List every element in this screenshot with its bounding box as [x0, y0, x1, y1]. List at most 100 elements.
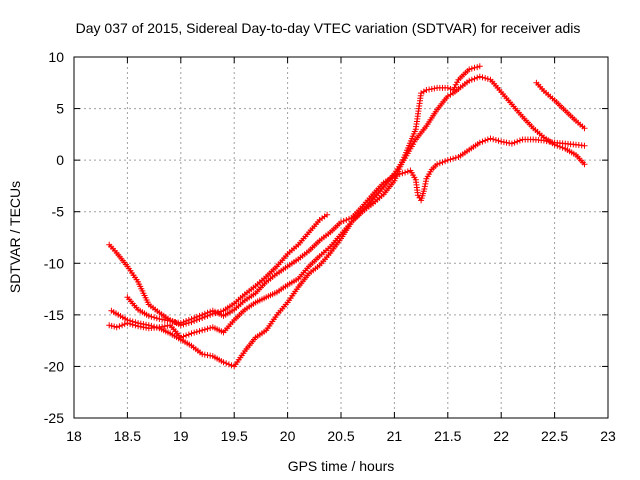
data-point	[188, 330, 195, 337]
data-point	[145, 312, 152, 319]
y-tick-label: -15	[44, 307, 64, 323]
data-point	[127, 317, 134, 324]
data-point	[471, 64, 478, 71]
data-point	[479, 138, 486, 145]
data-point	[188, 316, 195, 322]
data-point	[482, 137, 489, 144]
data-point	[476, 139, 483, 146]
data-point	[444, 84, 451, 91]
x-tick-label: 23	[600, 428, 616, 444]
data-point	[466, 66, 473, 73]
data-point	[199, 311, 206, 318]
data-point	[468, 76, 475, 83]
data-point	[474, 74, 481, 81]
data-point	[338, 219, 344, 225]
data-point	[228, 362, 235, 369]
data-point	[191, 315, 198, 321]
data-point	[450, 155, 457, 162]
x-tick-label: 19.5	[221, 428, 248, 444]
data-point	[404, 168, 411, 175]
y-tick-label: -20	[44, 358, 64, 374]
data-point	[447, 156, 454, 163]
y-tick-label: -10	[44, 255, 64, 271]
series-line	[108, 214, 328, 326]
data-point	[581, 161, 588, 168]
series-track-3	[106, 73, 588, 341]
series-track-5	[533, 79, 588, 132]
series-track-4	[108, 63, 483, 370]
data-point	[581, 142, 588, 149]
data-point	[436, 160, 443, 167]
data-point	[490, 136, 497, 143]
data-point	[551, 141, 558, 148]
series-group	[106, 63, 588, 370]
data-point	[402, 169, 409, 176]
data-point	[193, 328, 200, 335]
data-point	[399, 170, 406, 177]
axes: 18 18.5 19 19.5 20 20.5 21 21.5 22 22.5 23 -25 -20 -1…	[44, 49, 616, 444]
x-tick-label: 21.5	[434, 428, 461, 444]
data-point	[196, 312, 203, 319]
data-point	[476, 63, 483, 70]
data-point	[554, 142, 561, 149]
data-point	[223, 360, 230, 367]
data-point	[183, 318, 190, 324]
data-point	[479, 74, 486, 81]
data-point	[201, 326, 208, 333]
data-point	[324, 211, 331, 218]
data-point	[185, 331, 192, 338]
data-point	[191, 329, 198, 336]
data-point	[124, 317, 131, 323]
data-point	[132, 319, 139, 326]
data-point	[466, 77, 473, 84]
data-point	[201, 310, 208, 317]
data-point	[451, 84, 458, 91]
data-point	[474, 64, 481, 71]
x-tick-label: 19	[173, 428, 189, 444]
data-point	[199, 327, 206, 334]
data-point	[220, 359, 227, 366]
data-point	[471, 75, 478, 82]
data-point	[514, 138, 521, 145]
data-point	[452, 154, 459, 161]
x-tick-label: 18	[66, 428, 82, 444]
data-point	[468, 65, 475, 72]
y-tick-label: 0	[56, 152, 64, 168]
data-point	[482, 75, 489, 82]
data-point	[484, 136, 491, 143]
data-point	[196, 328, 203, 335]
data-point	[484, 75, 491, 82]
x-tick-label: 18.5	[114, 428, 141, 444]
x-tick-label: 22.5	[541, 428, 568, 444]
data-point	[180, 333, 187, 340]
data-point	[225, 361, 232, 368]
y-tick-label: -5	[52, 204, 65, 220]
data-point	[476, 73, 483, 80]
data-point	[442, 158, 449, 165]
data-point	[180, 319, 187, 326]
data-point	[492, 137, 499, 143]
data-point	[439, 159, 446, 166]
data-point	[559, 144, 566, 151]
data-point	[454, 79, 461, 86]
data-point	[148, 322, 155, 329]
data-point	[113, 324, 120, 331]
data-point	[185, 317, 192, 323]
series-track-2	[124, 135, 588, 327]
data-point	[121, 321, 128, 328]
data-point	[204, 309, 211, 316]
data-point	[431, 85, 438, 92]
y-tick-label: -25	[44, 410, 64, 426]
data-point	[151, 314, 158, 321]
chart-title: Day 037 of 2015, Sidereal Day-to-day VTE…	[76, 20, 581, 36]
data-point	[556, 143, 563, 150]
data-point	[343, 217, 350, 223]
data-point	[508, 140, 515, 147]
y-tick-label: 10	[48, 49, 64, 65]
y-tick-label: 5	[56, 101, 64, 117]
data-point	[145, 322, 152, 329]
data-point	[495, 137, 502, 144]
data-point	[151, 323, 158, 330]
data-point	[148, 313, 155, 320]
